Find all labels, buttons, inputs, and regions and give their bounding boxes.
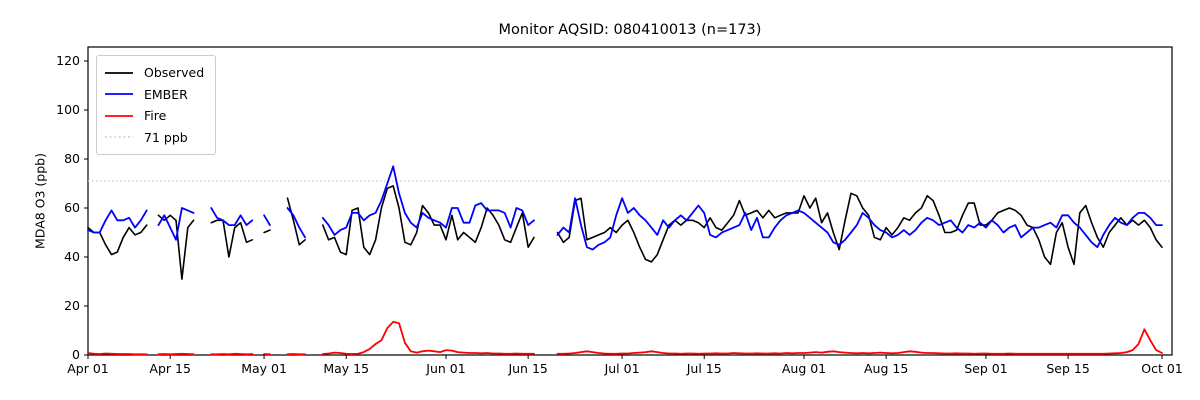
x-tick-label: Jun 01 (426, 361, 466, 376)
y-tick-label: 40 (64, 249, 80, 264)
x-tick-label: Oct 01 (1141, 361, 1183, 376)
legend-label-observed: Observed (144, 65, 205, 81)
legend-label-fire: Fire (144, 108, 167, 124)
fire-line-swatch (105, 114, 133, 117)
x-tick-label: May 15 (323, 361, 370, 376)
y-tick-label: 60 (64, 200, 80, 215)
plot-border (87, 46, 1173, 356)
observed-line (87, 185, 1163, 280)
x-tick-label: Jun 15 (508, 361, 548, 376)
legend-item-fire: Fire (104, 105, 204, 127)
x-tick-label: Aug 01 (781, 361, 827, 376)
observed-line-swatch (105, 71, 133, 74)
y-tick-label: 120 (56, 53, 80, 68)
y-tick-label: 20 (64, 298, 80, 313)
x-tick-label: Apr 01 (67, 361, 109, 376)
x-tick-label: Jul 01 (604, 361, 640, 376)
x-tick-label: May 01 (241, 361, 287, 376)
chart-title: Monitor AQSID: 080410013 (n=173) (498, 22, 762, 38)
threshold-line-swatch (105, 136, 133, 139)
x-tick-label: Sep 01 (964, 361, 1008, 376)
x-tick-label: Aug 15 (864, 361, 909, 376)
legend-label-ember: EMBER (144, 86, 188, 102)
ember-line (87, 165, 1163, 251)
x-tick-label: Apr 15 (149, 361, 191, 376)
fire-line (87, 321, 1163, 356)
legend-label-71ppb: 71 ppb (144, 129, 188, 145)
ember-line-swatch (105, 93, 133, 96)
y-tick-label: 0 (72, 347, 80, 362)
y-tick-label: 100 (56, 102, 80, 117)
y-tick-label: 80 (64, 151, 80, 166)
legend-item-ember: EMBER (104, 84, 204, 106)
legend-item-71ppb: 71 ppb (104, 127, 204, 149)
x-tick-label: Sep 15 (1046, 361, 1090, 376)
x-tick-label: Jul 15 (686, 361, 722, 376)
legend: Observed EMBER Fire 71 ppb (96, 55, 217, 155)
legend-item-observed: Observed (104, 62, 204, 84)
